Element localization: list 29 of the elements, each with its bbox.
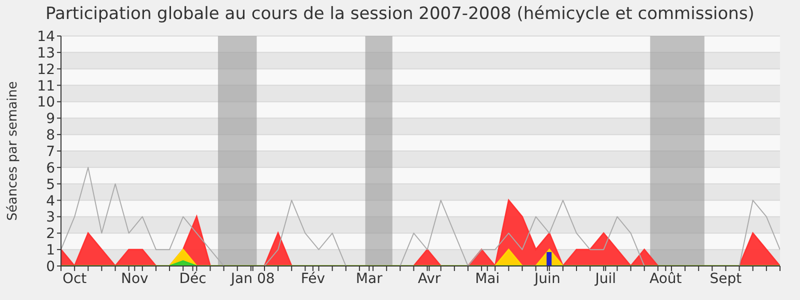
y-tick-label: 10 [37,94,55,111]
y-tick-label: 11 [37,78,55,94]
x-tick-label: Mar [356,270,383,287]
y-tick-label: 1 [46,242,55,259]
x-tick-label: Fév [300,270,326,287]
x-tick-label: Mai [475,270,500,287]
x-tick-label: Août [650,270,682,287]
y-tick-label: 2 [46,226,55,242]
y-tick-label: 5 [46,176,55,193]
chart-title: Participation globale au cours de la session 2007-2008 (hémicycle et commissions) [44,4,756,24]
y-tick-label: 8 [46,128,55,144]
y-tick-label: 12 [37,62,55,78]
y-tick-label: 4 [46,193,56,210]
y-tick-label: 0 [46,258,55,275]
x-tick-label: Oct [62,270,88,287]
y-tick-label: 14 [37,28,56,45]
y-tick-label: 13 [37,45,55,62]
y-tick-label: 7 [46,144,55,160]
x-tick-label: Sept [710,270,742,287]
x-tick-label: Nov [120,270,148,287]
x-tick-label: Juil [594,270,616,287]
y-tick-label: 6 [46,160,56,176]
x-tick-label: Jan 08 [230,270,275,287]
x-tick-label: Déc [179,270,206,287]
y-tick-label: 9 [46,111,55,128]
y-axis-title: Séances par semaine [6,81,21,221]
x-tick-label: Avr [418,270,441,287]
y-tick-label: 3 [46,210,55,226]
x-tick-label: Juin [534,270,560,287]
